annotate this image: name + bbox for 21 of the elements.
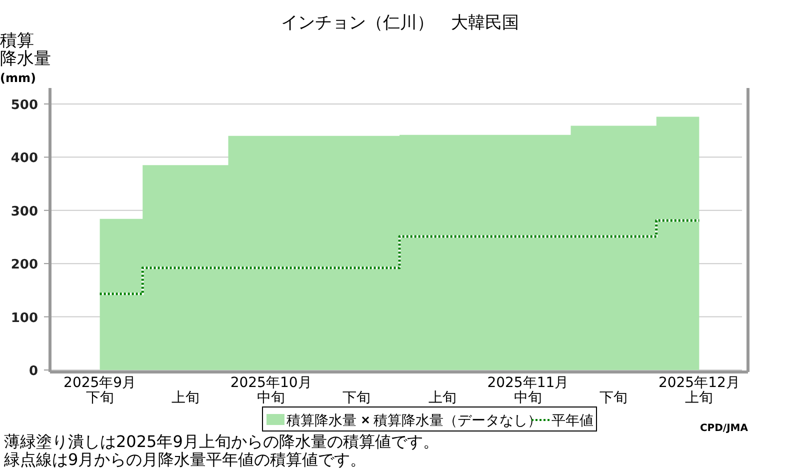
legend-label: 積算降水量 [286,413,356,429]
x-tick-label: 2025年10月中旬 [230,375,312,406]
x-tick-label: 2025年12月上旬 [658,375,740,406]
x-tick-label: 2025年11月中旬 [487,375,569,406]
y-tick-label: 400 [10,151,38,166]
text: 緑点線は9月からの月降水量平年値の積算値です。 [3,450,366,469]
x-tick-label: 下旬 [342,390,371,406]
text: 薄緑塗り潰しは2025年9月上旬からの降水量の積算値です。 [4,432,439,451]
x-tick-label: 下旬 [600,390,628,406]
y-tick-label: 100 [10,310,38,326]
text: CPD/JMA [700,423,748,434]
x-tick-label: 上旬 [428,390,456,406]
y-tick-label: 300 [10,204,38,220]
y-axis-title: 積算降水量(mm) [0,31,51,85]
y-tick-label: 500 [10,98,38,113]
legend-label: 平年値 [552,413,594,429]
x-tick-label: 2025年9月下旬 [64,375,136,406]
x-tick-label: 上旬 [171,390,200,406]
y-tick-label: 200 [10,258,38,273]
chart-title: インチョン（仁川） 大韓民国 [281,13,519,33]
y-tick-label: 0 [28,364,38,379]
